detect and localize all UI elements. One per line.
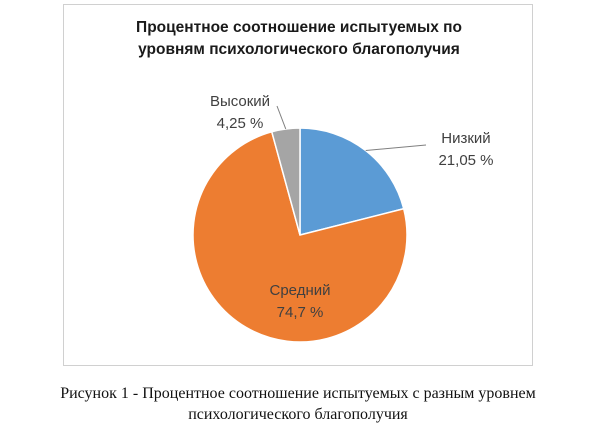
chart-title-line-1: Процентное соотношение испытуемых по xyxy=(136,19,462,36)
chart-area: Процентное соотношение испытуемых по уро… xyxy=(63,4,533,366)
leader-line-low xyxy=(365,144,427,152)
pie-slice-low xyxy=(299,127,405,236)
chart-title: Процентное соотношение испытуемых по уро… xyxy=(64,17,534,61)
category-label-high: Высокий xyxy=(210,93,270,110)
chart-title-line-2: уровням психологического благополучия xyxy=(138,41,460,58)
figure-caption-line-1: Рисунок 1 - Процентное соотношение испыт… xyxy=(60,385,536,402)
value-label-low: 21,05 % xyxy=(438,152,493,169)
figure-caption-line-2: психологического благополучия xyxy=(188,406,408,423)
leader-line-high xyxy=(276,105,287,130)
value-label-medium: 74,7 % xyxy=(277,304,324,321)
pie-slice-high xyxy=(270,127,301,236)
pie-chart: Низкий 21,05 % Средний 74,7 % Высокий 4,25 % xyxy=(192,93,494,343)
category-label-medium: Средний xyxy=(270,282,331,299)
figure-caption: Рисунок 1 - Процентное соотношение испыт… xyxy=(0,383,596,425)
category-label-low: Низкий xyxy=(441,130,490,147)
value-label-high: 4,25 % xyxy=(217,115,264,132)
pie-slice-medium xyxy=(192,130,408,343)
